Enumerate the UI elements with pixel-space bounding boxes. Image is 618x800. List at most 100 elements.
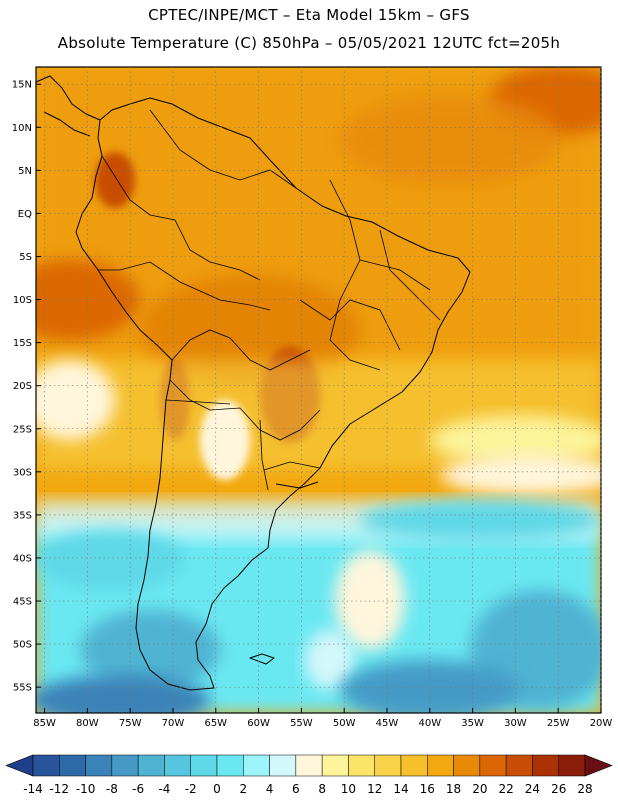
title-line-1: CPTEC/INPE/MCT – Eta Model 15km – GFS <box>148 6 470 24</box>
title-line-2: Absolute Temperature (C) 850hPa – 05/05/… <box>57 34 561 52</box>
country-borders <box>98 109 441 491</box>
colorbar-label: -14 <box>23 782 43 796</box>
field-atlantic-pale <box>440 455 601 495</box>
colorbar-label: 16 <box>420 782 435 796</box>
lat-label: 5N <box>18 166 32 177</box>
colorbar-label: 6 <box>292 782 300 796</box>
colorbar-label: -12 <box>49 782 69 796</box>
lat-label: 35S <box>13 510 32 521</box>
lon-label: 35W <box>461 718 484 729</box>
lon-label: 60W <box>247 718 270 729</box>
lat-label: 10S <box>13 295 32 306</box>
longitude-labels: 85W 80W 75W 70W 65W 60W 55W 50W 45W 40W 35W 30W 25W 2… <box>33 718 612 729</box>
colorbar <box>5 754 613 777</box>
colorbar-swatch <box>558 754 586 777</box>
colorbar-swatch <box>164 754 191 777</box>
colorbar-swatch <box>295 754 323 777</box>
colorbar-swatch <box>59 754 86 777</box>
colorbar-min-arrow <box>5 754 34 777</box>
rio-de-la-plata <box>275 481 319 489</box>
colorbar-label: -10 <box>76 782 96 796</box>
colorbar-label: 4 <box>266 782 274 796</box>
colorbar-max-arrow <box>584 754 613 777</box>
lon-label: 50W <box>333 718 356 729</box>
lon-label: 85W <box>33 718 56 729</box>
colorbar-swatch <box>269 754 297 777</box>
colorbar-swatch <box>137 754 165 777</box>
field-pacific-pale <box>36 360 115 440</box>
field-southwest-colder <box>80 610 220 690</box>
lat-label: 5S <box>19 252 32 263</box>
falklands <box>249 653 275 665</box>
lon-label: 20W <box>590 718 613 729</box>
lon-label: 30W <box>504 718 527 729</box>
lon-label: 80W <box>76 718 99 729</box>
colorbar-swatch <box>453 754 481 777</box>
colorbar-label: 0 <box>213 782 221 796</box>
field-shelf-pale <box>305 630 355 690</box>
colorbar-label: 12 <box>367 782 382 796</box>
colorbar-swatch <box>348 754 375 777</box>
plot-frame <box>35 66 602 714</box>
colorbar-label: 8 <box>318 782 326 796</box>
lat-label: EQ <box>18 209 32 220</box>
lon-label: 65W <box>204 718 227 729</box>
field-pacific-hot <box>36 260 140 340</box>
colorbar-label: -6 <box>132 782 144 796</box>
lon-label: 75W <box>119 718 142 729</box>
lat-label: 15S <box>13 338 32 349</box>
lat-label: 50S <box>13 640 32 651</box>
lat-label: 15N <box>12 80 32 91</box>
lat-label: 45S <box>13 597 32 608</box>
colorbar-swatch <box>190 754 218 777</box>
colorbar-label: 22 <box>499 782 514 796</box>
lat-label: 25S <box>13 424 32 435</box>
lat-label: 30S <box>13 467 32 478</box>
colorbar-label: -2 <box>185 782 197 796</box>
colorbar-label: 2 <box>239 782 247 796</box>
colorbar-label: 10 <box>341 782 356 796</box>
field-pacific-cold <box>36 530 185 590</box>
lon-label: 25W <box>547 718 570 729</box>
colorbar-swatch <box>243 754 270 777</box>
coastline <box>35 75 471 691</box>
colorbar-swatch <box>427 754 454 777</box>
colorbar-swatch <box>321 754 349 777</box>
colorbar-labels: -14 -12 -10 -8 -6 -4 -2 0 2 4 6 8 10 12 14 16 18 20 22 24 26… <box>23 782 592 796</box>
colorbar-swatch <box>479 754 507 777</box>
field-patagonia-shelf <box>335 550 405 650</box>
field-patch-pale <box>200 400 250 480</box>
field-far-south <box>340 660 520 713</box>
field-drake <box>36 675 210 713</box>
colorbar-label: 28 <box>577 782 592 796</box>
colorbar-swatch <box>216 754 244 777</box>
lon-label: 55W <box>290 718 313 729</box>
colorbar-label: -4 <box>158 782 170 796</box>
colorbar-label: 14 <box>393 782 408 796</box>
lat-label: 20S <box>13 381 32 392</box>
lon-label: 70W <box>162 718 185 729</box>
colorbar-swatch <box>374 754 402 777</box>
field-andes-north <box>95 152 135 208</box>
lon-label: 40W <box>418 718 441 729</box>
colorbar-label: 24 <box>525 782 540 796</box>
graticule <box>36 67 602 713</box>
field-atlantic-cold <box>360 500 600 540</box>
lat-label: 55S <box>13 683 32 694</box>
colorbar-swatch <box>532 754 559 777</box>
colorbar-swatch <box>505 754 533 777</box>
temperature-field <box>36 67 601 713</box>
lat-label: 40S <box>13 553 32 564</box>
colorbar-swatch <box>32 754 60 777</box>
colorbar-swatch <box>111 754 139 777</box>
lat-label: 10N <box>12 123 32 134</box>
colorbar-label: 18 <box>446 782 461 796</box>
colorbar-swatch <box>400 754 428 777</box>
colorbar-label: -8 <box>106 782 118 796</box>
central-america <box>35 75 101 137</box>
south-america-outline <box>75 97 471 691</box>
colorbar-swatch <box>85 754 113 777</box>
lon-label: 45W <box>376 718 399 729</box>
colorbar-label: 26 <box>551 782 566 796</box>
